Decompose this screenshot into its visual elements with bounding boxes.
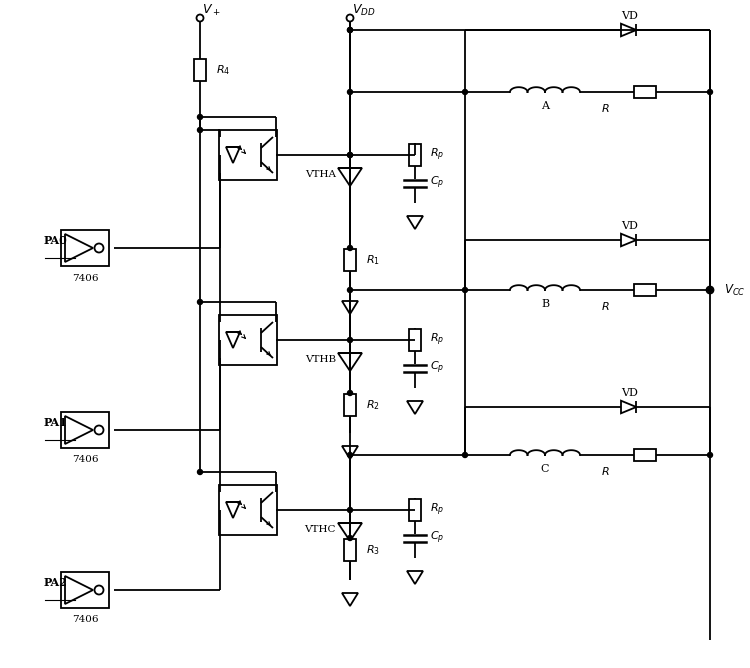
Text: 7406: 7406 (72, 456, 98, 464)
Circle shape (463, 90, 467, 94)
Text: 7406: 7406 (72, 273, 98, 283)
Text: PA2: PA2 (44, 576, 67, 587)
Polygon shape (621, 401, 636, 413)
Text: $R_3$: $R_3$ (366, 543, 380, 557)
Circle shape (197, 128, 202, 132)
Circle shape (94, 585, 104, 595)
Text: $R_2$: $R_2$ (366, 398, 380, 412)
Text: $C_p$: $C_p$ (430, 175, 444, 191)
Text: $R$: $R$ (601, 465, 609, 477)
Text: VD: VD (622, 221, 638, 231)
Polygon shape (621, 23, 636, 36)
Polygon shape (621, 234, 636, 246)
Circle shape (347, 152, 352, 158)
Bar (634, 284, 656, 296)
Bar (409, 329, 421, 351)
Circle shape (347, 391, 352, 395)
Text: PA0: PA0 (44, 234, 67, 246)
Bar (61, 412, 109, 448)
Bar (219, 485, 277, 535)
Bar (409, 499, 421, 521)
Circle shape (347, 337, 352, 343)
Text: PA1: PA1 (44, 417, 67, 428)
Text: $R$: $R$ (601, 102, 609, 114)
Text: $R_1$: $R_1$ (366, 253, 380, 267)
Circle shape (347, 152, 352, 158)
Text: $V_+$: $V_+$ (202, 3, 220, 17)
Circle shape (707, 90, 712, 94)
Circle shape (347, 508, 352, 512)
Circle shape (347, 90, 352, 94)
Text: A: A (541, 101, 549, 111)
Text: C: C (541, 464, 549, 474)
Circle shape (197, 114, 202, 120)
Text: $C_p$: $C_p$ (430, 530, 444, 546)
Circle shape (707, 452, 712, 458)
Circle shape (94, 244, 104, 253)
Circle shape (197, 470, 202, 474)
Bar (219, 130, 277, 180)
Text: VD: VD (622, 11, 638, 21)
Circle shape (94, 426, 104, 434)
Bar (61, 230, 109, 266)
Text: VD: VD (622, 388, 638, 398)
Bar (194, 59, 206, 81)
Circle shape (706, 287, 713, 293)
Circle shape (347, 536, 352, 540)
Text: 7406: 7406 (72, 615, 98, 625)
Bar (634, 449, 656, 461)
Circle shape (347, 27, 352, 33)
Text: VTHC: VTHC (304, 524, 336, 534)
Bar (219, 315, 277, 365)
Circle shape (463, 452, 467, 458)
Circle shape (196, 15, 203, 21)
Text: B: B (541, 299, 549, 309)
Text: VTHB: VTHB (305, 355, 336, 363)
Circle shape (463, 287, 467, 293)
Circle shape (197, 299, 202, 305)
Text: $R_p$: $R_p$ (430, 147, 444, 163)
Circle shape (707, 287, 712, 293)
Text: $V_{CC}$: $V_{CC}$ (724, 283, 746, 297)
Text: $R$: $R$ (601, 300, 609, 312)
Circle shape (347, 246, 352, 250)
Circle shape (346, 15, 353, 21)
Text: $R_p$: $R_p$ (430, 502, 444, 518)
Bar (409, 144, 421, 166)
Bar (344, 539, 356, 561)
Bar (61, 572, 109, 608)
Circle shape (347, 452, 352, 458)
Text: $C_p$: $C_p$ (430, 360, 444, 376)
Bar (344, 249, 356, 271)
Bar (344, 394, 356, 416)
Text: $R_p$: $R_p$ (430, 332, 444, 348)
Bar (634, 86, 656, 98)
Circle shape (347, 287, 352, 293)
Text: VTHA: VTHA (305, 170, 336, 178)
Circle shape (347, 27, 352, 33)
Text: $V_{DD}$: $V_{DD}$ (352, 3, 376, 17)
Text: $R_4$: $R_4$ (216, 63, 230, 77)
